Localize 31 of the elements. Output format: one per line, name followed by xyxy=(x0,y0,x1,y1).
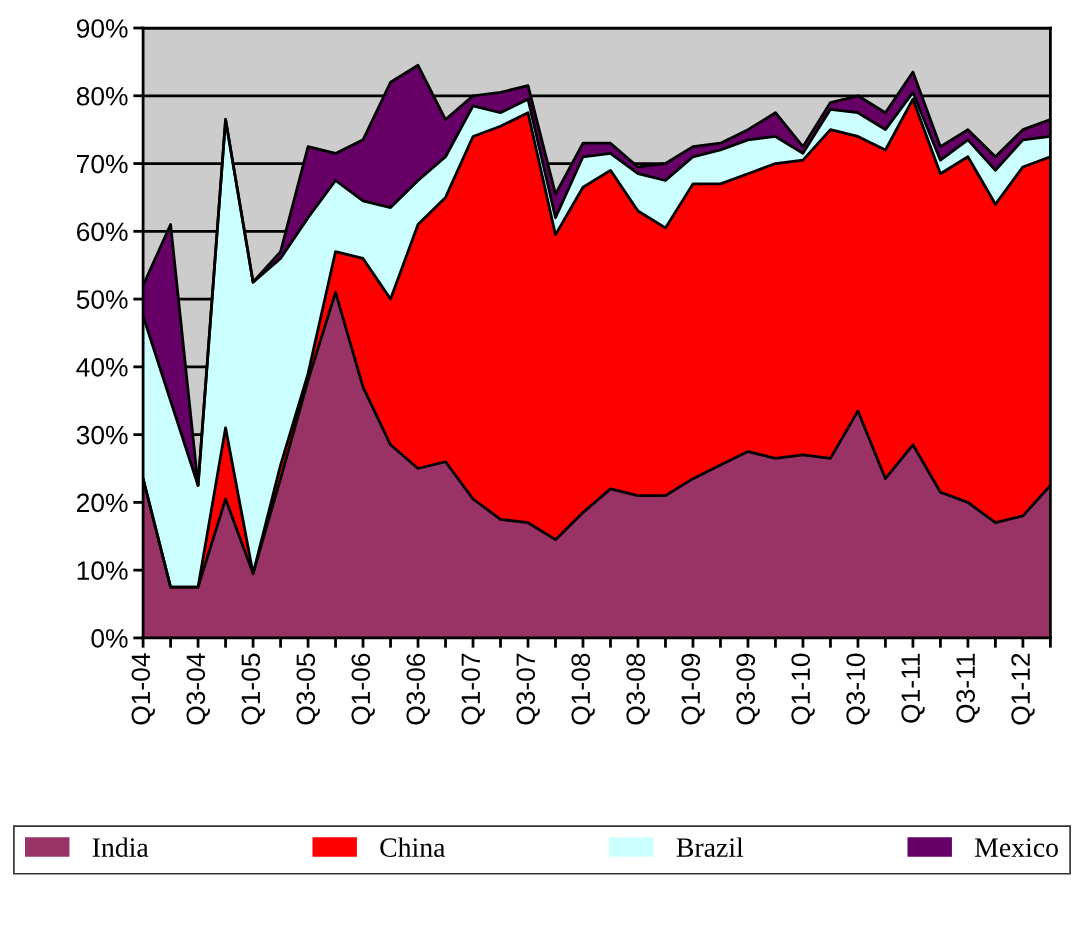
y-tick-label: 20% xyxy=(77,493,128,513)
y-tick-label: 10% xyxy=(77,561,128,580)
y-tick-label: 50% xyxy=(76,290,128,309)
y-tick-label: 70% xyxy=(77,154,128,174)
x-tick-label: Q1-06 xyxy=(351,653,375,725)
x-tick-label: Q3-10 xyxy=(846,653,870,725)
x-tick-label: Q3-04 xyxy=(186,653,210,725)
legend-label: China xyxy=(380,837,446,857)
x-tick-label: Q1-10 xyxy=(791,653,815,725)
y-tick-label: 90% xyxy=(76,19,128,38)
y-tick-label: 40% xyxy=(76,357,128,377)
legend-label: India xyxy=(92,837,149,857)
x-tick-label: Q3-07 xyxy=(516,653,540,725)
x-tick-label: Q1-04 xyxy=(131,653,155,725)
x-tick-label: Q1-09 xyxy=(681,653,705,725)
y-tick-label: 60% xyxy=(77,222,128,242)
x-tick-label: Q3-05 xyxy=(296,653,320,725)
x-tick-label: Q3-08 xyxy=(626,653,650,725)
x-tick-label: Q3-06 xyxy=(406,653,430,725)
legend-label: Brazil xyxy=(676,837,744,857)
x-tick-label: Q1-05 xyxy=(241,653,265,725)
x-tick-label: Q3-11 xyxy=(956,653,980,723)
x-tick-label: Q3-09 xyxy=(736,653,760,725)
y-tick-label: 80% xyxy=(76,86,128,106)
y-tick-label: 0% xyxy=(91,629,128,648)
legend-label: Mexico xyxy=(974,838,1058,857)
x-tick-label: Q1-08 xyxy=(571,653,595,725)
x-tick-label: Q1-07 xyxy=(461,653,485,725)
x-tick-label: Q1-12 xyxy=(1011,653,1035,725)
x-tick-label: Q1-11 xyxy=(901,653,925,723)
y-tick-label: 30% xyxy=(76,425,128,445)
